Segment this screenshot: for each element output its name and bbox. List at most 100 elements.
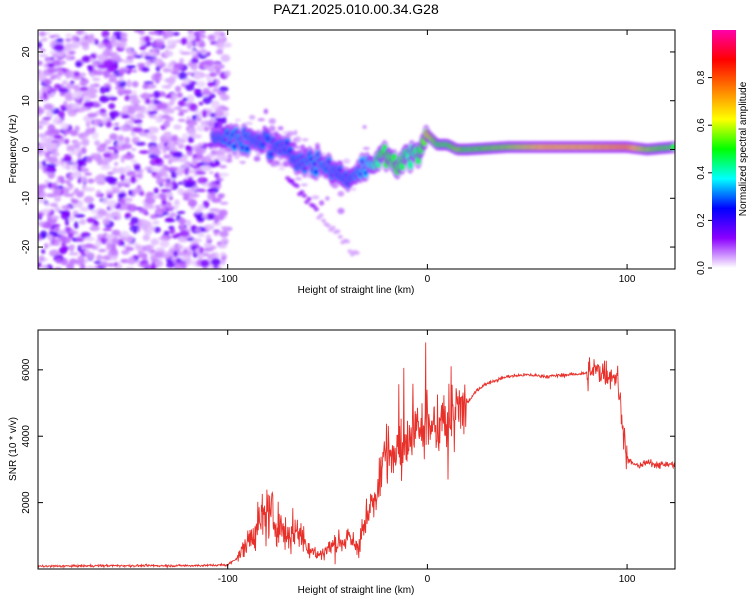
spectral-cell — [117, 134, 125, 142]
spectral-cell — [124, 120, 134, 126]
colorbar-tick-label: 0.2 — [696, 213, 707, 227]
spectral-cell — [59, 235, 67, 242]
spectral-cell — [189, 49, 197, 56]
spectral-cell — [54, 115, 59, 122]
spectral-cell — [98, 248, 107, 253]
spectral-cell — [133, 187, 144, 193]
spectral-cell — [149, 168, 160, 172]
spectral-cell — [198, 34, 207, 39]
spectral-cell — [107, 199, 117, 207]
spectral-cell — [120, 258, 129, 264]
spectral-cell — [107, 171, 115, 175]
spectral-cell — [187, 169, 195, 174]
spectral-cell — [137, 123, 143, 128]
spectral-cell — [125, 246, 134, 251]
spectral-cell — [143, 211, 149, 216]
spectral-cell — [163, 119, 171, 128]
spectral-cell — [104, 175, 115, 183]
spectral-cell — [92, 77, 101, 82]
spectral-cell — [113, 126, 121, 131]
spectral-cell — [38, 261, 42, 269]
spectral-cell — [103, 60, 115, 69]
colorbar-tick-label: 0.4 — [696, 165, 707, 179]
spectral-cell — [171, 134, 179, 142]
spectral-cell — [54, 227, 60, 232]
spectral-cell — [155, 205, 160, 209]
spectral-cell — [195, 124, 207, 132]
spectrogram-y-ticks: -20 -10 0 10 20 — [21, 46, 675, 254]
spectral-cell — [99, 86, 107, 94]
spectral-cell — [51, 249, 58, 256]
spectral-cell — [42, 92, 48, 100]
spectral-cell — [201, 213, 208, 219]
spectral-cell — [95, 239, 102, 248]
spectral-cell — [123, 89, 133, 95]
spectral-cell — [306, 196, 312, 201]
spectral-cell — [83, 101, 95, 108]
spectral-cell — [408, 162, 413, 167]
spectral-cell — [57, 175, 65, 181]
spectral-cell — [185, 83, 195, 91]
spectral-cell — [318, 213, 324, 218]
spectral-cell — [161, 114, 170, 120]
spectral-cell — [217, 194, 225, 200]
spectral-cell — [144, 197, 156, 205]
spectral-cell — [204, 73, 210, 78]
spectral-cell — [163, 30, 173, 37]
spectral-cell — [168, 225, 175, 230]
spectral-cell — [91, 131, 99, 140]
spectral-cell — [342, 158, 351, 164]
spectral-cell — [135, 141, 146, 146]
spectral-cell — [42, 37, 48, 42]
spectral-cell — [65, 53, 71, 61]
snr-ylabel: SNR (10 * v/v) — [8, 417, 19, 481]
spectral-cell — [121, 143, 133, 150]
spectral-cell — [83, 196, 94, 204]
spectral-cell — [71, 198, 79, 204]
spectral-cell — [245, 147, 250, 151]
spectral-cell — [78, 72, 87, 78]
spectral-cell — [100, 261, 109, 268]
spectral-cell — [38, 69, 41, 75]
spectral-cell — [167, 140, 175, 149]
spectral-cell — [192, 159, 197, 164]
spectral-cell — [159, 239, 170, 248]
spectral-cell — [203, 59, 215, 66]
spectral-cell — [108, 103, 116, 110]
spectral-cell — [198, 41, 206, 48]
spectral-cell — [139, 94, 149, 98]
spectral-cell — [44, 202, 51, 207]
spectral-cell — [169, 93, 178, 102]
spectral-cell — [106, 194, 113, 199]
spectral-cell — [38, 124, 44, 130]
spectral-cell — [180, 51, 192, 55]
spectral-cell — [87, 112, 98, 118]
spectral-cell — [219, 32, 226, 37]
spectral-cell — [98, 61, 104, 65]
spectral-cell — [149, 249, 156, 253]
spectral-cell — [82, 95, 89, 100]
spectral-cell — [215, 49, 224, 55]
spectral-cell — [77, 132, 84, 139]
spectral-cell — [71, 35, 79, 42]
spectral-cell — [62, 80, 68, 85]
spectral-cell — [120, 69, 125, 75]
spectral-cell — [63, 129, 75, 135]
spectral-cell — [65, 42, 72, 51]
spectral-cell — [104, 139, 112, 145]
spectral-cell — [257, 118, 265, 122]
spectral-cell — [213, 121, 220, 129]
spectral-cell — [132, 126, 143, 133]
spectral-cell — [156, 172, 165, 177]
spectral-cell — [80, 175, 88, 184]
spectral-cell — [325, 223, 331, 228]
spectral-cell — [181, 133, 189, 141]
spectral-cell — [174, 203, 179, 211]
spectral-cell — [55, 258, 63, 264]
spectral-cell — [127, 204, 138, 212]
spectral-cell — [49, 34, 56, 39]
spectral-cell — [91, 126, 96, 133]
spectral-cell — [80, 41, 90, 47]
spectral-cell — [142, 83, 149, 90]
spectral-cell — [177, 235, 189, 243]
